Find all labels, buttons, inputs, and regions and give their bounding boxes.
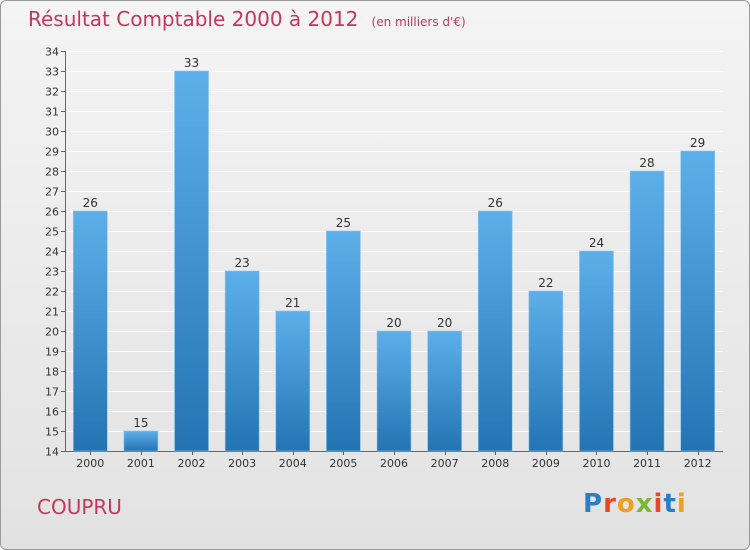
y-tick-label: 15 xyxy=(45,426,59,439)
logo-letter: x xyxy=(635,489,654,519)
bar-value-label: 33 xyxy=(184,56,199,70)
bar xyxy=(275,310,311,452)
chart-title-wrap: Résultat Comptable 2000 à 2012 (en milli… xyxy=(28,7,466,31)
y-tick-label: 28 xyxy=(45,166,59,179)
commune-name: COUPRU xyxy=(37,495,122,519)
y-tick-label: 27 xyxy=(45,186,59,199)
y-tick-label: 19 xyxy=(45,346,59,359)
proxiti-logo: Proxiti xyxy=(583,489,687,519)
y-tick-label: 25 xyxy=(45,226,59,239)
x-tick-label: 2010 xyxy=(582,457,610,470)
bar-value-label: 28 xyxy=(639,156,654,170)
bar-value-label: 25 xyxy=(336,216,351,230)
x-tick-label: 2009 xyxy=(532,457,560,470)
bar-value-label: 20 xyxy=(386,316,401,330)
bar-value-label: 15 xyxy=(133,416,148,430)
x-tick-label: 2005 xyxy=(329,457,357,470)
y-tick-label: 26 xyxy=(45,206,59,219)
logo-letter: P xyxy=(583,489,604,519)
y-tick-label: 20 xyxy=(45,326,59,339)
bar xyxy=(376,330,412,452)
bar-value-label: 22 xyxy=(538,276,553,290)
y-tick-label: 23 xyxy=(45,266,59,279)
y-tick-label: 24 xyxy=(45,246,59,259)
bar-value-label: 26 xyxy=(83,196,98,210)
bar-value-label: 26 xyxy=(488,196,503,210)
bar xyxy=(528,290,564,452)
logo-letter: o xyxy=(616,489,636,519)
bar xyxy=(326,230,361,452)
x-tick-label: 2006 xyxy=(380,457,408,470)
x-tick-label: 2004 xyxy=(279,457,307,470)
logo-letter: i xyxy=(653,489,664,519)
bar xyxy=(477,210,513,452)
bar xyxy=(224,270,260,452)
y-tick-label: 29 xyxy=(45,146,59,159)
logo-letter: r xyxy=(603,489,617,519)
bar-value-label: 24 xyxy=(589,236,604,250)
x-tick-label: 2012 xyxy=(684,457,712,470)
chart-subtitle: (en milliers d'€) xyxy=(371,15,466,29)
y-tick-label: 17 xyxy=(45,386,59,399)
bar-value-label: 20 xyxy=(437,316,452,330)
y-tick-label: 22 xyxy=(45,286,59,299)
x-tick-label: 2007 xyxy=(431,457,459,470)
chart-title: Résultat Comptable 2000 à 2012 xyxy=(28,7,359,31)
y-tick-label: 18 xyxy=(45,366,59,379)
bar xyxy=(579,250,614,452)
x-tick-label: 2002 xyxy=(178,457,206,470)
bar xyxy=(174,70,209,452)
bar-value-label: 23 xyxy=(235,256,250,270)
y-tick-label: 33 xyxy=(45,66,59,79)
y-tick-label: 14 xyxy=(45,446,59,459)
y-tick-label: 34 xyxy=(45,46,59,59)
bar-value-label: 21 xyxy=(285,296,300,310)
x-tick-label: 2008 xyxy=(481,457,509,470)
bar xyxy=(629,170,665,452)
bar xyxy=(427,330,462,452)
x-tick-label: 2011 xyxy=(633,457,661,470)
bar-value-label: 29 xyxy=(690,136,705,150)
y-tick-label: 21 xyxy=(45,306,59,319)
y-tick-label: 32 xyxy=(45,86,59,99)
bar xyxy=(680,150,715,452)
bar xyxy=(73,210,108,452)
y-tick-label: 31 xyxy=(45,106,59,119)
x-tick-label: 2000 xyxy=(76,457,104,470)
y-tick-label: 30 xyxy=(45,126,59,139)
logo-letter: i xyxy=(676,489,687,519)
x-tick-label: 2003 xyxy=(228,457,256,470)
y-tick-label: 16 xyxy=(45,406,59,419)
logo-letter: t xyxy=(663,489,677,519)
bar xyxy=(123,430,159,452)
x-tick-label: 2001 xyxy=(127,457,155,470)
